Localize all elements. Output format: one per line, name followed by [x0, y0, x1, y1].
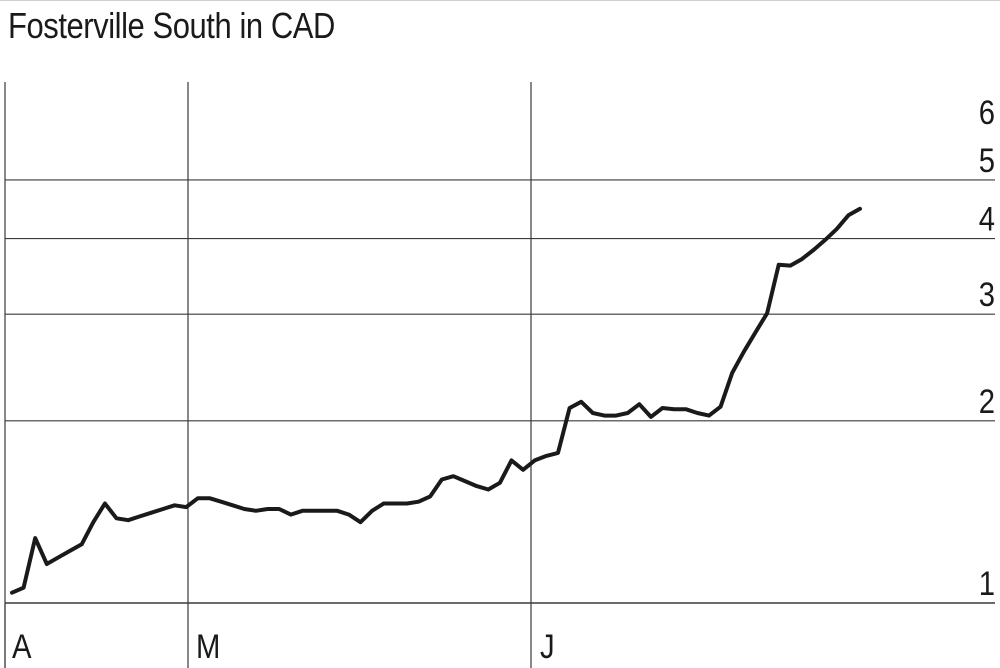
x-tick-label-M: M: [196, 627, 220, 666]
chart-title: Fosterville South in CAD: [8, 5, 335, 46]
y-tick-label-1: 1: [979, 564, 995, 603]
horizontal-gridlines: [5, 179, 995, 604]
price-series: [10, 206, 862, 595]
y-axis-tick-labels: 1 2 3 4 5 6: [979, 93, 995, 603]
y-tick-label-2: 2: [979, 382, 995, 421]
vertical-gridlines: [4, 82, 532, 668]
top-border: [0, 0, 1000, 1]
x-tick-label-J: J: [540, 627, 555, 666]
x-tick-label-A: A: [12, 627, 32, 666]
y-tick-label-5: 5: [979, 141, 995, 180]
y-tick-label-4: 4: [979, 199, 995, 238]
series-line-0: [10, 206, 862, 595]
y-tick-label-6: 6: [979, 93, 995, 132]
y-tick-label-3: 3: [979, 275, 995, 314]
